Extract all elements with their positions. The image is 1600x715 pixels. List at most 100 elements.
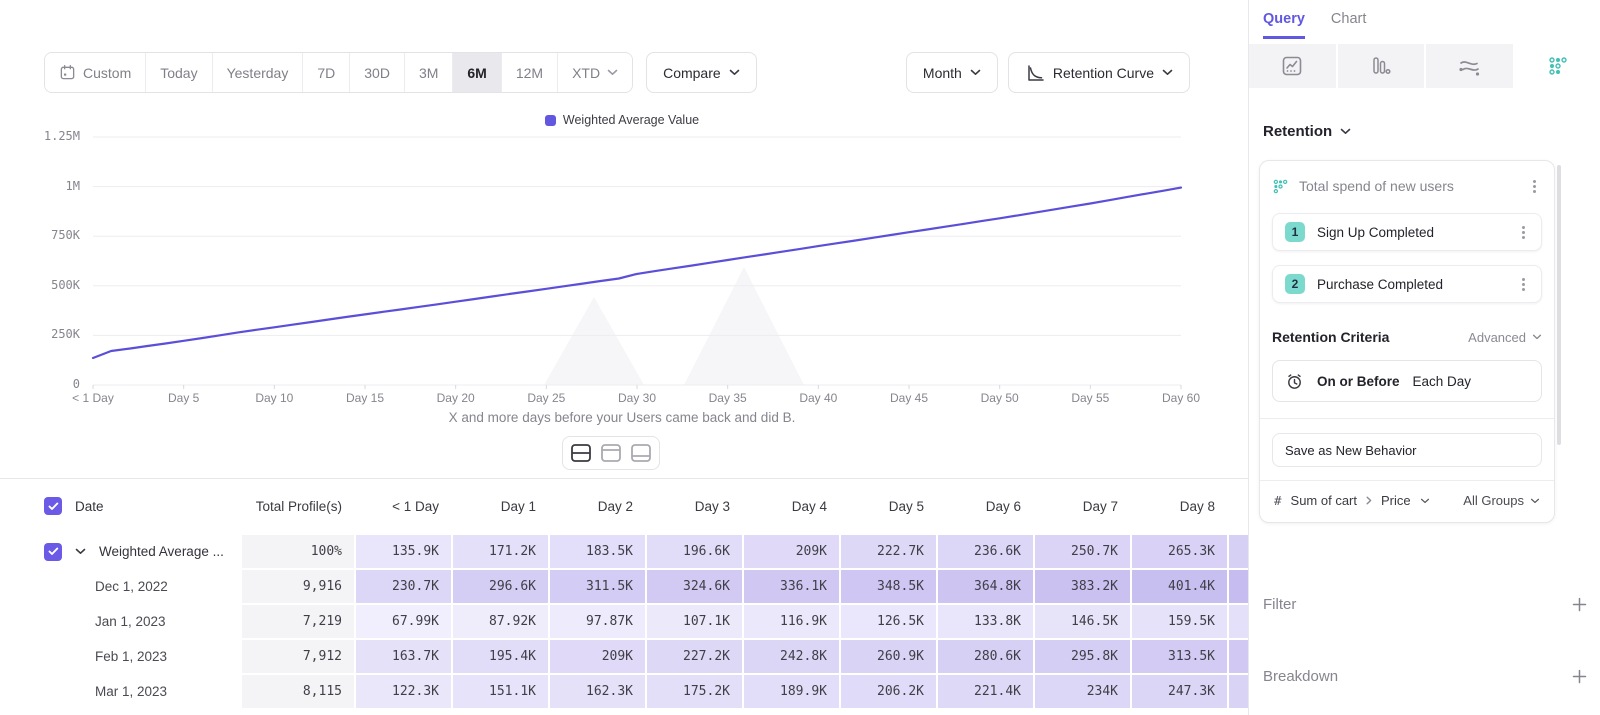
retention-value-cell[interactable]: 196.6K — [647, 535, 742, 568]
row-date-cell: Feb 1, 2023 — [0, 640, 240, 673]
retention-icon[interactable] — [1514, 44, 1600, 88]
retention-value-cell[interactable]: 67.99K — [356, 605, 451, 638]
retention-value-cell[interactable]: 280.6K — [938, 640, 1033, 673]
panel-tab-query[interactable]: Query — [1263, 11, 1305, 39]
panel-tab-chart[interactable]: Chart — [1330, 11, 1367, 27]
view-chart-toggle[interactable] — [598, 441, 624, 465]
retention-value-cell[interactable]: 162.3K — [550, 675, 645, 708]
range-12m-button[interactable]: 12M — [501, 53, 559, 92]
retention-value-cell[interactable]: 107.1K — [647, 605, 742, 638]
row-checkbox[interactable] — [44, 542, 62, 561]
retention-value-cell[interactable]: 242.8K — [744, 640, 839, 673]
retention-value-cell[interactable]: 183.5K — [550, 535, 645, 568]
retention-value-cell[interactable]: 195.4K — [453, 640, 548, 673]
retention-value-cell[interactable]: 146.5K — [1035, 605, 1130, 638]
kebab-menu-icon[interactable] — [1522, 282, 1525, 286]
retention-value-cell[interactable]: 324.6K — [647, 570, 742, 603]
add-breakdown-icon[interactable] — [1572, 669, 1587, 684]
range-30d-button[interactable]: 30D — [350, 53, 405, 92]
kebab-menu-icon[interactable] — [1522, 230, 1525, 234]
retention-value-cell[interactable]: 151.1K — [453, 675, 548, 708]
compare-label: Compare — [663, 64, 721, 81]
chevron-down-icon — [1530, 498, 1540, 503]
retention-value-cell[interactable]: 364.8K — [938, 570, 1033, 603]
step-card-2[interactable]: 2 Purchase Completed — [1272, 265, 1542, 303]
retention-value-cell[interactable]: 261K — [1229, 675, 1248, 708]
retention-value-cell[interactable]: 122.3K — [356, 675, 451, 708]
retention-value-cell[interactable]: 209K — [550, 640, 645, 673]
range-3m-button[interactable]: 3M — [404, 53, 454, 92]
range-yesterday-button[interactable]: Yesterday — [212, 53, 304, 92]
range-6m-button[interactable]: 6M — [453, 53, 502, 92]
retention-value-cell[interactable]: 336.1K — [744, 570, 839, 603]
table-row: Jan 1, 2023 7,219 67.99K 87.92K 97.87K 107.1K… — [0, 605, 1248, 638]
retention-value-cell[interactable]: 236.6K — [938, 535, 1033, 568]
chart-controls: Month Retention Curve — [905, 52, 1190, 93]
range-7d-button[interactable]: 7D — [303, 53, 351, 92]
retention-value-cell[interactable]: 206.2K — [841, 675, 936, 708]
save-as-new-behavior-button[interactable]: Save as New Behavior — [1272, 433, 1542, 467]
retention-value-cell[interactable]: 331K — [1229, 640, 1248, 673]
x-tick-label: Day 20 — [436, 391, 475, 405]
date-column-label: Date — [75, 498, 104, 514]
view-split-toggle[interactable] — [568, 441, 594, 465]
compare-button[interactable]: Compare — [646, 52, 757, 93]
retention-value-cell[interactable]: 227.2K — [647, 640, 742, 673]
criteria-mode-select[interactable]: Advanced — [1468, 330, 1542, 345]
retention-value-cell[interactable]: 163.7K — [356, 640, 451, 673]
measure-event-label[interactable]: Sum of cart — [1290, 493, 1357, 508]
retention-value-cell[interactable]: 175.2K — [647, 675, 742, 708]
retention-value-cell[interactable]: 348.5K — [841, 570, 936, 603]
retention-value-cell[interactable]: 419K — [1229, 570, 1248, 603]
retention-value-cell[interactable]: 247.3K — [1132, 675, 1227, 708]
report-section-select[interactable]: Retention — [1263, 123, 1351, 140]
retention-value-cell[interactable]: 221.4K — [938, 675, 1033, 708]
flows-icon[interactable] — [1426, 44, 1513, 88]
retention-value-cell[interactable]: 171.2K — [453, 535, 548, 568]
retention-line-chart[interactable] — [44, 130, 1200, 410]
retention-value-cell[interactable]: 401.4K — [1132, 570, 1227, 603]
add-filter-icon[interactable] — [1572, 597, 1587, 612]
retention-value-cell[interactable]: 126.5K — [841, 605, 936, 638]
retention-value-cell[interactable]: 295.8K — [1035, 640, 1130, 673]
range-today-button[interactable]: Today — [146, 53, 213, 92]
retention-value-cell[interactable]: 87.92K — [453, 605, 548, 638]
step-card-1[interactable]: 1 Sign Up Completed — [1272, 213, 1542, 251]
retention-value-cell[interactable]: 250.7K — [1035, 535, 1130, 568]
retention-value-cell[interactable]: 383.2K — [1035, 570, 1130, 603]
funnels-icon[interactable] — [1337, 44, 1424, 88]
retention-value-cell[interactable]: 279K — [1229, 535, 1248, 568]
row-label[interactable]: Weighted Average ... — [99, 544, 224, 559]
x-tick-label: Day 35 — [708, 391, 747, 405]
timing-selector[interactable]: On or Before Each Day — [1272, 360, 1542, 402]
chart-type-select[interactable]: Retention Curve — [1007, 52, 1190, 93]
retention-value-cell[interactable]: 135.9K — [356, 535, 451, 568]
groups-select[interactable]: All Groups — [1463, 493, 1540, 508]
retention-value-cell[interactable]: 313.5K — [1132, 640, 1227, 673]
retention-value-cell[interactable]: 189.9K — [744, 675, 839, 708]
panel-scrollbar[interactable] — [1557, 165, 1561, 445]
retention-value-cell[interactable]: 97.87K — [550, 605, 645, 638]
retention-value-cell[interactable]: 209K — [744, 535, 839, 568]
kebab-menu-icon[interactable] — [1533, 184, 1536, 188]
retention-value-cell[interactable]: 159.5K — [1132, 605, 1227, 638]
measure-property-label[interactable]: Price — [1381, 493, 1411, 508]
range-xtd-button[interactable]: XTD — [558, 53, 633, 92]
y-tick-label: 1.25M — [43, 129, 80, 143]
filter-label: Filter — [1263, 596, 1297, 613]
retention-value-cell[interactable]: 172K — [1229, 605, 1248, 638]
range-custom-button[interactable]: Custom — [45, 53, 147, 92]
retention-value-cell[interactable]: 311.5K — [550, 570, 645, 603]
select-all-checkbox[interactable] — [44, 497, 62, 515]
retention-value-cell[interactable]: 234K — [1035, 675, 1130, 708]
retention-value-cell[interactable]: 133.8K — [938, 605, 1033, 638]
retention-value-cell[interactable]: 260.9K — [841, 640, 936, 673]
retention-value-cell[interactable]: 265.3K — [1132, 535, 1227, 568]
view-table-toggle[interactable] — [628, 441, 654, 465]
retention-value-cell[interactable]: 296.6K — [453, 570, 548, 603]
granularity-select[interactable]: Month — [905, 52, 998, 93]
retention-value-cell[interactable]: 222.7K — [841, 535, 936, 568]
retention-value-cell[interactable]: 116.9K — [744, 605, 839, 638]
retention-value-cell[interactable]: 230.7K — [356, 570, 451, 603]
insights-icon[interactable] — [1249, 44, 1336, 88]
